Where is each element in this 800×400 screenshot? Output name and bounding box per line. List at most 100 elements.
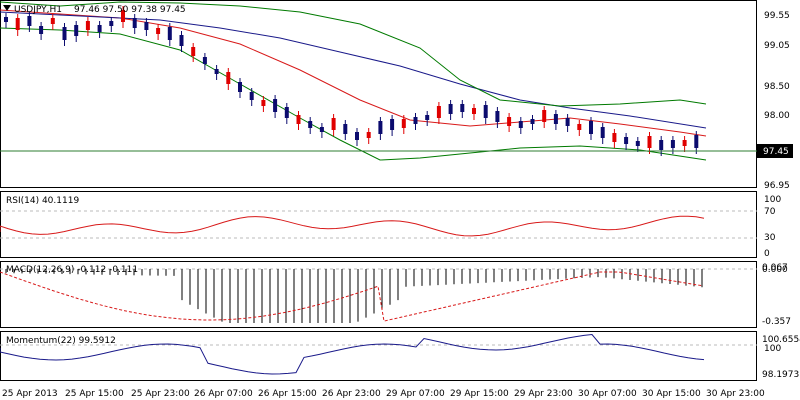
candle-body	[624, 137, 629, 144]
candle-body	[635, 141, 640, 146]
candle-body	[518, 121, 523, 128]
candle-body	[553, 114, 558, 124]
macd-tick: -0.357	[762, 317, 791, 327]
candle-body	[448, 104, 453, 114]
candle-body	[460, 104, 465, 112]
candle-body	[472, 108, 476, 114]
candle-body	[97, 25, 102, 32]
candle-body	[156, 28, 161, 34]
macd-signal-line	[0, 271, 703, 322]
time-tick: 26 Apr 15:00	[258, 389, 317, 399]
candle-body	[261, 100, 266, 106]
time-tick: 30 Apr 07:00	[578, 389, 637, 399]
price-tick: 99.05	[764, 41, 790, 51]
macd-tick: 0.000	[762, 265, 788, 275]
rsi-label: RSI(14) 40.1119	[6, 196, 79, 206]
candle-body	[436, 106, 441, 118]
candle-body	[179, 35, 184, 46]
candle-body	[577, 124, 582, 130]
candle-body	[366, 132, 371, 138]
rsi-tick: 0	[764, 249, 770, 259]
macd-tick: 0.067	[762, 263, 788, 273]
candle-body	[331, 118, 336, 130]
price-plot	[0, 1, 707, 161]
candle-body	[132, 18, 137, 28]
momentum-line	[0, 333, 705, 375]
candle-body	[355, 132, 359, 140]
candle-body	[50, 18, 55, 24]
momentum-tick: 100	[764, 344, 781, 354]
candle-body	[600, 127, 605, 138]
momentum-panel[interactable]	[0, 331, 757, 381]
candle-body	[273, 99, 278, 112]
candle-body	[507, 117, 512, 126]
candle-body	[483, 105, 488, 118]
time-tick: 25 Apr 23:00	[131, 389, 190, 399]
candle-body	[413, 117, 418, 124]
macd-label: MACD(12,26,9) -0.112 -0.111	[6, 265, 138, 275]
candle-body	[378, 121, 383, 134]
time-tick: 25 Apr 15:00	[65, 389, 124, 399]
candle-body	[39, 26, 44, 34]
candle-body	[612, 133, 617, 142]
candle-body	[589, 121, 593, 134]
ma-red-line	[0, 9, 707, 137]
candle-body	[530, 119, 535, 124]
candle-body	[670, 140, 675, 148]
price-scale[interactable]: 99.55 99.05 98.50 98.00 96.95	[764, 11, 790, 191]
candle-body	[495, 111, 500, 122]
band-upper-line	[0, 1, 707, 107]
candle-body	[659, 140, 664, 150]
candle-body	[191, 47, 196, 56]
candle-body	[15, 18, 20, 30]
candle-body	[226, 72, 231, 84]
ohlc-readout: 97.46 97.50 97.38 97.45	[74, 5, 186, 15]
momentum-tick: 100.6554	[762, 335, 800, 345]
time-axis[interactable]: 25 Apr 2013 25 Apr 15:00 25 Apr 23:00 26…	[2, 389, 765, 399]
time-tick: 29 Apr 23:00	[514, 389, 573, 399]
candle-body	[62, 27, 67, 40]
candle-body	[202, 57, 207, 64]
candle-body	[74, 25, 79, 36]
price-tick: 96.95	[764, 181, 790, 191]
candle-body	[121, 10, 125, 22]
candle-body	[390, 119, 395, 130]
current-price-text: 97.45	[763, 147, 789, 157]
candle-body	[85, 21, 90, 30]
time-tick: 29 Apr 15:00	[450, 389, 509, 399]
price-tick: 98.50	[764, 82, 790, 92]
candle-body	[425, 115, 430, 120]
candle-body	[167, 27, 172, 40]
momentum-tick: 98.1973	[762, 370, 799, 380]
symbol-label: USDJPY,H1	[14, 5, 62, 15]
time-tick: 26 Apr 23:00	[322, 389, 381, 399]
candle-body	[214, 69, 219, 74]
time-tick: 29 Apr 07:00	[386, 389, 445, 399]
time-tick: 30 Apr 23:00	[706, 389, 765, 399]
candle-body	[647, 136, 652, 148]
candle-body	[682, 140, 687, 146]
candle-body	[319, 127, 324, 132]
rsi-line	[0, 215, 705, 237]
rsi-panel[interactable]	[0, 191, 757, 258]
current-price-badge	[757, 144, 793, 158]
panel-collapse-icon[interactable]	[3, 5, 11, 11]
time-tick: 30 Apr 15:00	[642, 389, 701, 399]
time-tick: 26 Apr 07:00	[194, 389, 253, 399]
candle-body	[27, 16, 32, 26]
macd-histogram	[5, 269, 703, 323]
rsi-tick: 30	[764, 233, 776, 243]
candle-body	[565, 118, 570, 126]
candle-body	[109, 21, 114, 26]
price-tick: 99.55	[764, 11, 790, 21]
candle-body	[542, 110, 547, 122]
momentum-label: Momentum(22) 99.5912	[6, 336, 116, 346]
candle-body	[308, 121, 313, 128]
rsi-tick: 100	[764, 195, 781, 205]
candle-body	[401, 119, 406, 128]
rsi-tick: 70	[764, 207, 776, 217]
candle-body	[249, 92, 254, 100]
price-tick: 98.00	[764, 111, 790, 121]
candle-body	[343, 124, 348, 134]
